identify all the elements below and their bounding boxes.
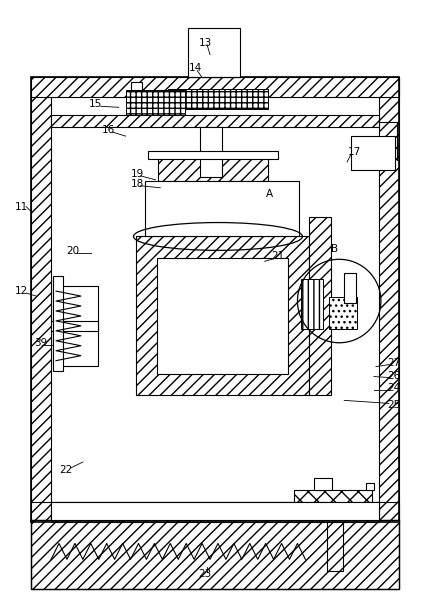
- Bar: [51, 502, 379, 519]
- Bar: [31, 78, 51, 522]
- Bar: [310, 216, 331, 395]
- Bar: [160, 262, 285, 371]
- Bar: [379, 78, 399, 522]
- Text: 24: 24: [387, 384, 400, 393]
- Text: 11: 11: [15, 202, 28, 211]
- Bar: [200, 127, 222, 177]
- Text: B: B: [331, 244, 338, 254]
- Text: 18: 18: [131, 179, 144, 189]
- Bar: [51, 321, 98, 331]
- Bar: [329, 297, 357, 329]
- Text: 16: 16: [102, 125, 115, 135]
- Text: 12: 12: [15, 286, 28, 296]
- Bar: [314, 478, 332, 490]
- Bar: [31, 519, 399, 589]
- Text: 25: 25: [387, 400, 400, 411]
- Bar: [344, 273, 356, 303]
- Bar: [126, 90, 185, 115]
- Bar: [53, 286, 98, 365]
- Text: 15: 15: [89, 100, 102, 109]
- Text: 20: 20: [66, 246, 80, 257]
- Text: 23: 23: [198, 569, 212, 579]
- Bar: [131, 82, 142, 90]
- Bar: [31, 78, 399, 522]
- Text: 13: 13: [198, 38, 212, 48]
- Bar: [148, 151, 278, 159]
- Bar: [188, 28, 240, 78]
- Bar: [327, 519, 343, 571]
- Bar: [53, 276, 63, 371]
- Bar: [51, 115, 379, 127]
- Bar: [158, 156, 267, 181]
- Text: 26: 26: [387, 370, 400, 381]
- Text: 27: 27: [387, 357, 400, 368]
- Text: A: A: [266, 189, 273, 199]
- Bar: [366, 483, 374, 490]
- Bar: [31, 78, 399, 97]
- Bar: [295, 490, 372, 510]
- Text: 19: 19: [131, 169, 144, 179]
- Bar: [51, 502, 379, 522]
- Text: 17: 17: [347, 147, 361, 157]
- Text: 21: 21: [271, 251, 284, 262]
- Text: 22: 22: [59, 465, 73, 475]
- Bar: [157, 258, 288, 373]
- Bar: [145, 181, 299, 236]
- Bar: [301, 279, 323, 329]
- Bar: [168, 89, 267, 109]
- Text: 14: 14: [188, 62, 202, 73]
- Bar: [135, 236, 310, 395]
- Bar: [31, 519, 399, 589]
- Bar: [351, 136, 395, 170]
- Bar: [31, 502, 399, 522]
- Text: 39: 39: [34, 338, 48, 348]
